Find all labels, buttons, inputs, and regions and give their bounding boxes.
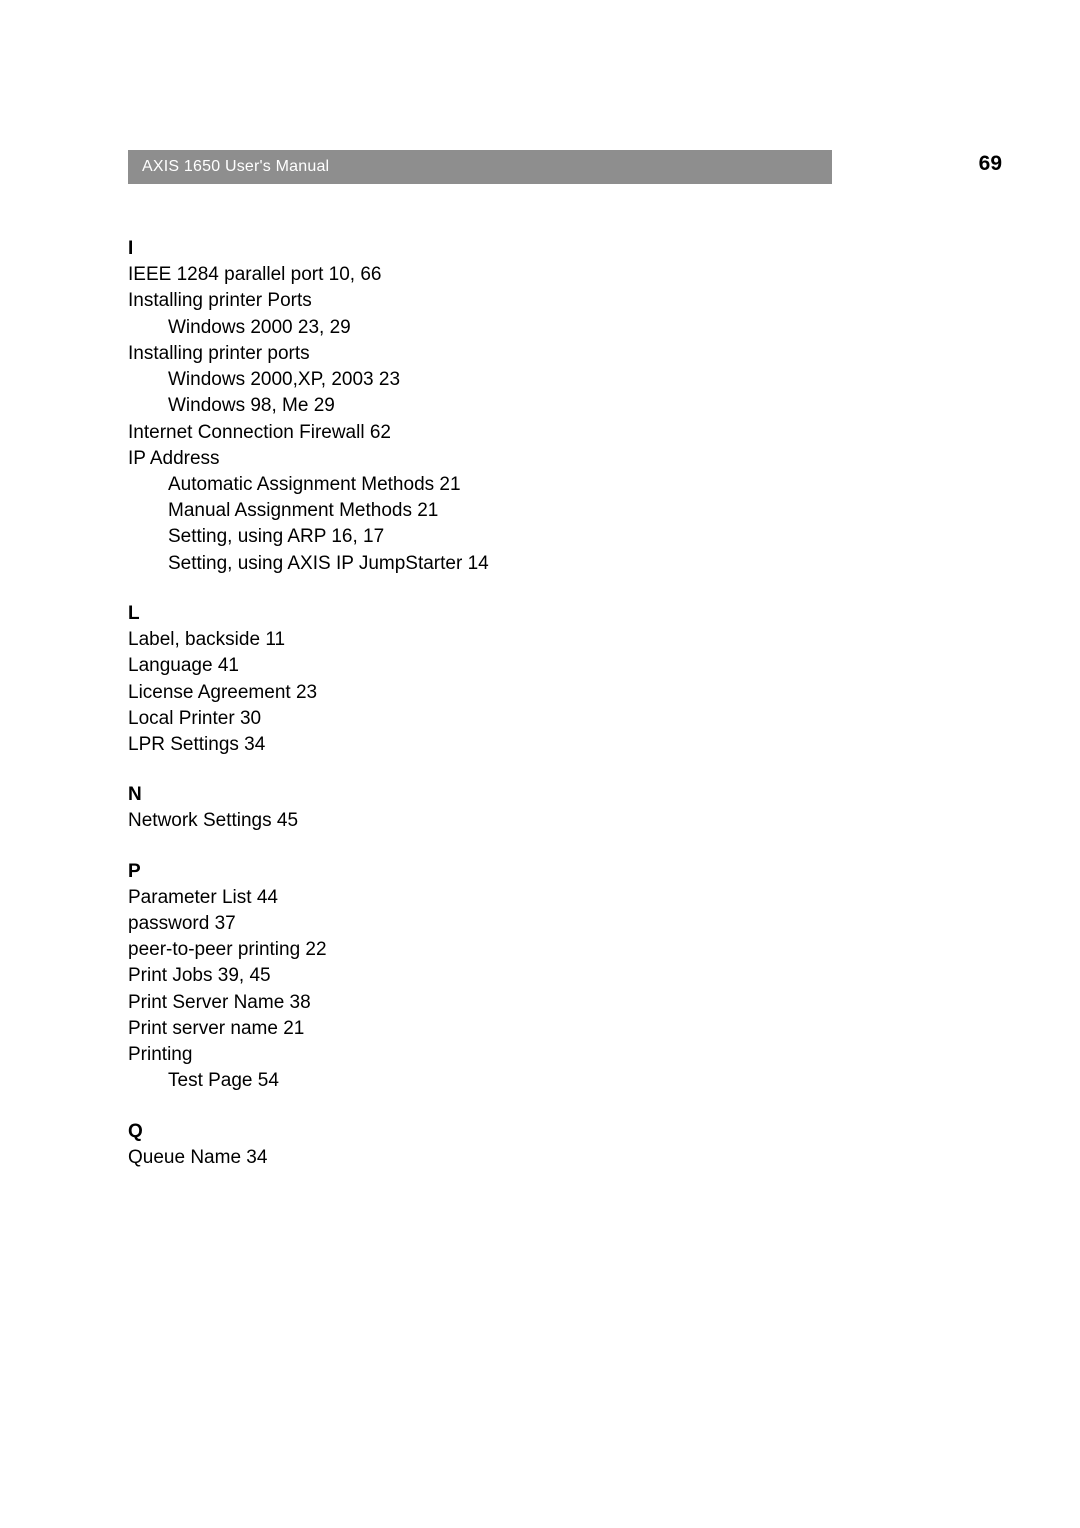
index-subentry: Windows 2000,XP, 2003 23	[128, 367, 728, 393]
index-letter-n: N	[128, 782, 728, 808]
index-entry: IP Address	[128, 446, 728, 472]
index-entry: password 37	[128, 911, 728, 937]
index-entry: Parameter List 44	[128, 885, 728, 911]
index-entry: IEEE 1284 parallel port 10, 66	[128, 262, 728, 288]
index-body: I IEEE 1284 parallel port 10, 66 Install…	[128, 236, 728, 1171]
index-entry: Installing printer ports	[128, 341, 728, 367]
header-bar: AXIS 1650 User's Manual	[128, 150, 832, 184]
index-entry: LPR Settings 34	[128, 732, 728, 758]
index-subentry: Test Page 54	[128, 1068, 728, 1094]
index-subentry: Windows 98, Me 29	[128, 393, 728, 419]
index-entry: Print Jobs 39, 45	[128, 963, 728, 989]
index-letter-p: P	[128, 859, 728, 885]
index-entry: Print server name 21	[128, 1016, 728, 1042]
index-entry: License Agreement 23	[128, 680, 728, 706]
index-entry: Local Printer 30	[128, 706, 728, 732]
page-number: 69	[979, 152, 1002, 176]
index-subentry: Setting, using AXIS IP JumpStarter 14	[128, 551, 728, 577]
index-entry: Printing	[128, 1042, 728, 1068]
index-entry: Internet Connection Firewall 62	[128, 420, 728, 446]
index-subentry: Manual Assignment Methods 21	[128, 498, 728, 524]
index-subentry: Automatic Assignment Methods 21	[128, 472, 728, 498]
index-letter-i: I	[128, 236, 728, 262]
header-title: AXIS 1650 User's Manual	[142, 158, 329, 176]
index-entry: Installing printer Ports	[128, 288, 728, 314]
index-entry: Print Server Name 38	[128, 990, 728, 1016]
index-entry: peer-to-peer printing 22	[128, 937, 728, 963]
index-entry: Network Settings 45	[128, 808, 728, 834]
index-entry: Label, backside 11	[128, 627, 728, 653]
index-subentry: Windows 2000 23, 29	[128, 315, 728, 341]
index-entry: Queue Name 34	[128, 1145, 728, 1171]
index-subentry: Setting, using ARP 16, 17	[128, 524, 728, 550]
index-letter-q: Q	[128, 1119, 728, 1145]
page: AXIS 1650 User's Manual 69 I IEEE 1284 p…	[0, 0, 1080, 1528]
index-entry: Language 41	[128, 653, 728, 679]
index-letter-l: L	[128, 601, 728, 627]
